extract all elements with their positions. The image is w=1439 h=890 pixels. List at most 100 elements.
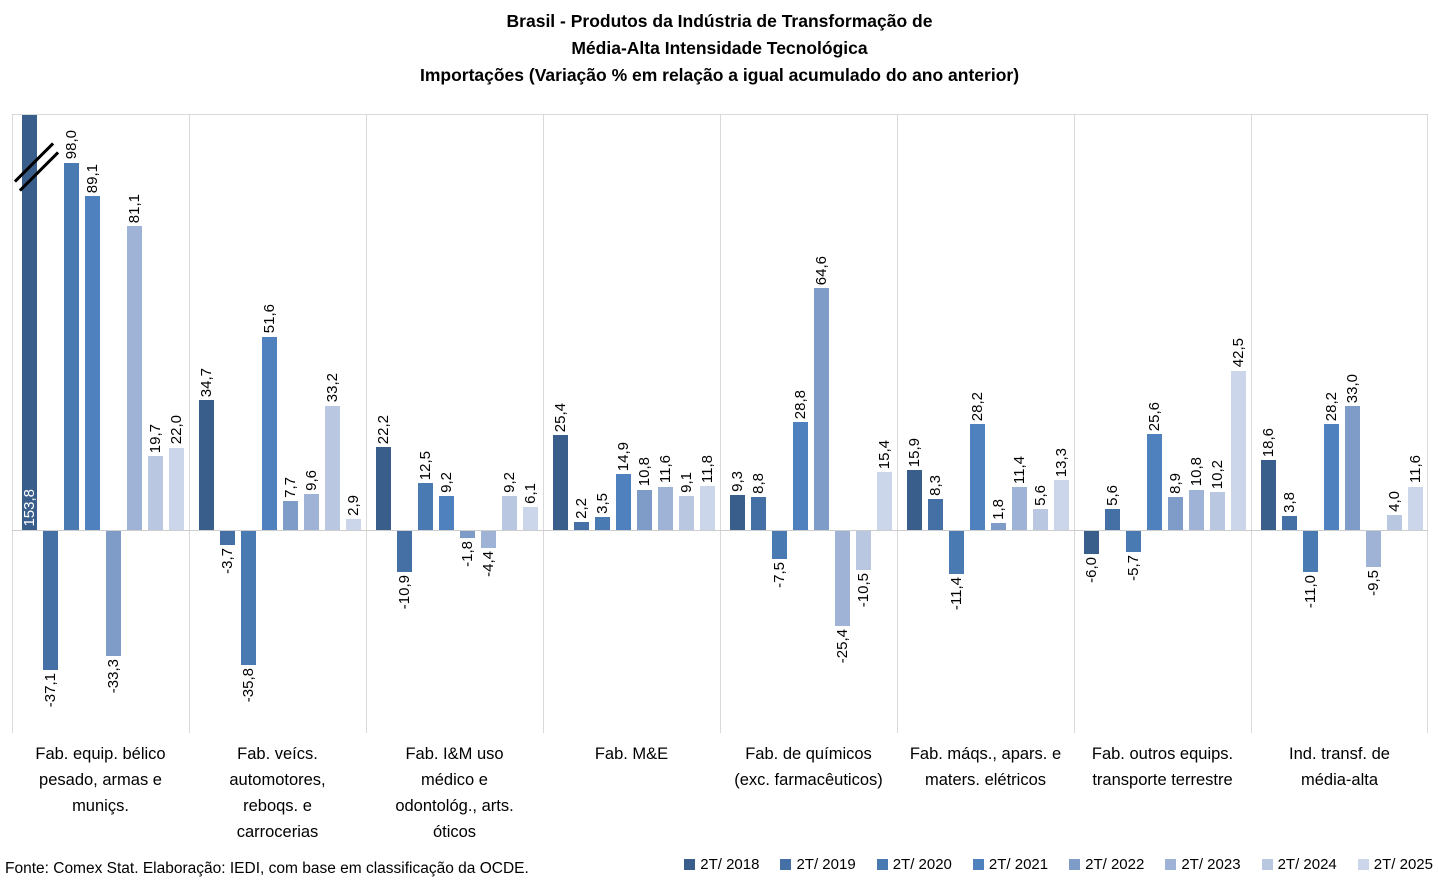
- category-label: Fab. M&E: [594, 745, 669, 763]
- bar-value-label: -11,4: [947, 576, 965, 610]
- legend-label: 2T/ 2022: [1085, 856, 1145, 873]
- legend: 2T/ 2018 2T/ 2019 2T/ 2020 2T/ 2021 2T/ 2022…: [684, 856, 1433, 873]
- category-label: Fab. de químicos (exc. farmacêuticos): [734, 745, 883, 789]
- bar: [969, 424, 985, 530]
- bar: [1146, 434, 1162, 530]
- bar: [1323, 424, 1339, 530]
- bar-value-label: 89,1: [83, 163, 101, 193]
- bar-value-label: 42,5: [1229, 338, 1247, 368]
- legend-item: 2T/ 2024: [1261, 856, 1337, 873]
- bar-value-label: -6,0: [1082, 556, 1100, 583]
- bar-value-label: 7,7: [281, 477, 299, 499]
- bar-value-label: 10,2: [1208, 459, 1226, 489]
- bar: [750, 497, 766, 530]
- bar: [480, 531, 496, 548]
- bar-value-label: 33,0: [1343, 374, 1361, 404]
- bar-value-label: 11,6: [1406, 455, 1424, 484]
- category-label: Ind. transf. de média-alta: [1289, 745, 1390, 789]
- bar: [990, 523, 1006, 530]
- bar-value-label: -3,7: [218, 547, 236, 574]
- bar-value-label: -9,5: [1364, 569, 1382, 596]
- bar-value-label: 6,1: [521, 483, 539, 505]
- bar: [168, 447, 184, 530]
- bar: [219, 531, 235, 545]
- bar: [657, 486, 673, 530]
- bar-value-label: -10,5: [854, 573, 872, 608]
- bar-value-label: 28,2: [1322, 392, 1340, 422]
- legend-item: 2T/ 2022: [1069, 856, 1144, 873]
- bar: [324, 405, 340, 530]
- legend-swatch: [780, 859, 792, 870]
- bar: [1260, 460, 1276, 530]
- bar-value-label: 98,0: [62, 130, 80, 160]
- bar-value-label: 33,2: [323, 373, 341, 403]
- group-separator: [897, 115, 898, 733]
- bar: [1188, 489, 1204, 530]
- bar: [522, 507, 538, 530]
- legend-item: 2T/ 2023: [1165, 856, 1241, 873]
- bar: [678, 495, 694, 530]
- bar: [396, 531, 412, 572]
- legend-swatch: [1357, 859, 1369, 870]
- legend-label: 2T/ 2023: [1181, 856, 1241, 873]
- bar: [375, 446, 391, 530]
- legend-label: 2T/ 2019: [796, 856, 856, 873]
- bar: [1167, 496, 1183, 530]
- bar: [792, 422, 808, 530]
- bar-value-label: 4,0: [1385, 491, 1403, 512]
- bar: [1053, 480, 1069, 530]
- bar: [699, 485, 715, 530]
- bar-value-label: 12,5: [416, 450, 434, 481]
- category-label: Fab. equip. bélico pesado, armas e muniç…: [35, 745, 166, 815]
- bar-value-label: 25,4: [551, 402, 569, 432]
- bar: [198, 399, 214, 530]
- bar-value-label: 25,6: [1145, 401, 1163, 431]
- bar: [552, 434, 568, 530]
- bar-value-label: 9,3: [728, 471, 746, 493]
- bar-value-label: 2,2: [572, 497, 590, 519]
- legend-item: 2T/ 2019: [780, 856, 856, 873]
- category-label: Fab. I&M uso médico e odontológ., arts. …: [395, 745, 514, 841]
- bar-value-label: 5,6: [1103, 485, 1121, 506]
- bar: [1230, 370, 1246, 530]
- bar: [573, 521, 589, 530]
- bar: [615, 474, 631, 530]
- bar-value-label: 9,2: [437, 471, 455, 493]
- group-separator: [366, 115, 367, 733]
- bar: [303, 494, 319, 530]
- bar: [876, 472, 892, 530]
- chart-title: Brasil - Produtos da Indústria de Transf…: [419, 11, 1020, 85]
- bar-value-label: 19,7: [146, 423, 164, 454]
- legend-label: 2T/ 2024: [1277, 856, 1337, 873]
- legend-label: 2T/ 2025: [1373, 856, 1433, 873]
- bar-value-label: 13,3: [1052, 447, 1070, 478]
- bar: [501, 495, 517, 530]
- bar-value-label: -37,1: [41, 673, 59, 708]
- legend-item: 2T/ 2018: [684, 856, 759, 873]
- bar-value-label: -4,4: [479, 550, 497, 577]
- bar: [1281, 515, 1297, 530]
- bar: [813, 287, 829, 530]
- bar: [906, 470, 922, 530]
- group-separator: [1427, 115, 1428, 733]
- group-separator: [12, 115, 13, 733]
- bar-value-label: 15,9: [905, 438, 923, 468]
- bar: [1365, 531, 1381, 567]
- category-label: Fab. outros equips. transporte terrestre: [1091, 745, 1234, 789]
- bar: [147, 456, 163, 530]
- bar: [594, 516, 610, 530]
- legend-swatch: [972, 859, 984, 870]
- bar: [42, 531, 58, 671]
- bar-value-label: 9,1: [677, 472, 695, 493]
- source-note: Fonte: Comex Stat. Elaboração: IEDI, com…: [5, 860, 529, 877]
- bar-value-label: 8,9: [1166, 472, 1184, 494]
- bar: [459, 531, 475, 538]
- bar-value-label: 34,7: [197, 367, 215, 397]
- bar: [1407, 486, 1423, 530]
- bar: [1302, 531, 1318, 573]
- legend-swatch: [1069, 859, 1081, 870]
- bar-value-label: 153,8: [20, 489, 38, 527]
- bar: [105, 531, 121, 656]
- group-separator: [1074, 115, 1075, 733]
